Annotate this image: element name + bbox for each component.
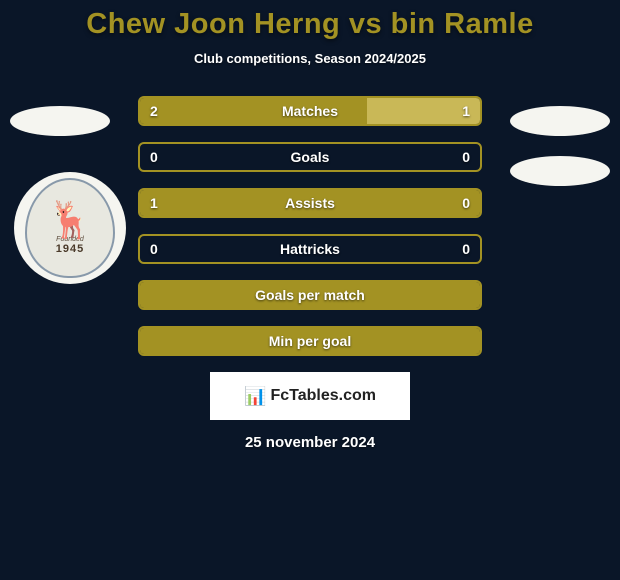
watermark-text: FcTables.com — [270, 387, 376, 405]
stat-label: Min per goal — [140, 333, 480, 349]
watermark: 📊 FcTables.com — [210, 372, 410, 420]
stat-row: Matches2 1 — [138, 96, 482, 126]
stat-value-right: 0 — [462, 149, 470, 165]
stat-label: Matches — [140, 103, 480, 119]
comparison-title: Chew Joon Herng vs bin Ramle — [0, 0, 620, 41]
season-subtitle: Club competitions, Season 2024/2025 — [0, 51, 620, 66]
stat-row: Goals per match — [138, 280, 482, 310]
stat-row: Min per goal — [138, 326, 482, 356]
chart-icon: 📊 — [244, 386, 266, 407]
stat-value-left: 0 — [150, 241, 158, 257]
stat-value-left: 1 — [150, 195, 158, 211]
deer-icon: 🦌 — [48, 202, 93, 238]
comparison-content: 🦌 Founded 1945 Matches21Goals00Assists10… — [0, 96, 620, 451]
stat-row: Hattricks0 0 — [138, 234, 482, 264]
player2-badge — [510, 106, 610, 136]
stat-row: Goals0 0 — [138, 142, 482, 172]
founded-year: 1945 — [56, 243, 84, 255]
stat-value-left: 0 — [150, 149, 158, 165]
snapshot-date: 25 november 2024 — [0, 434, 620, 451]
player2-badge-secondary — [510, 156, 610, 186]
club-crest: 🦌 Founded 1945 — [25, 178, 115, 278]
stat-label: Hattricks — [140, 241, 480, 257]
stat-value-right: 0 — [462, 195, 470, 211]
player1-badge — [10, 106, 110, 136]
stat-label: Goals per match — [140, 287, 480, 303]
stats-container: Matches21Goals00Assists10Hattricks00Goal… — [138, 96, 482, 356]
stat-value-right: 0 — [462, 241, 470, 257]
stat-label: Goals — [140, 149, 480, 165]
stat-row: Assists1 0 — [138, 188, 482, 218]
stat-label: Assists — [140, 195, 480, 211]
club-logo: 🦌 Founded 1945 — [14, 172, 126, 284]
stat-value-right: 1 — [462, 103, 470, 119]
stat-value-left: 2 — [150, 103, 158, 119]
